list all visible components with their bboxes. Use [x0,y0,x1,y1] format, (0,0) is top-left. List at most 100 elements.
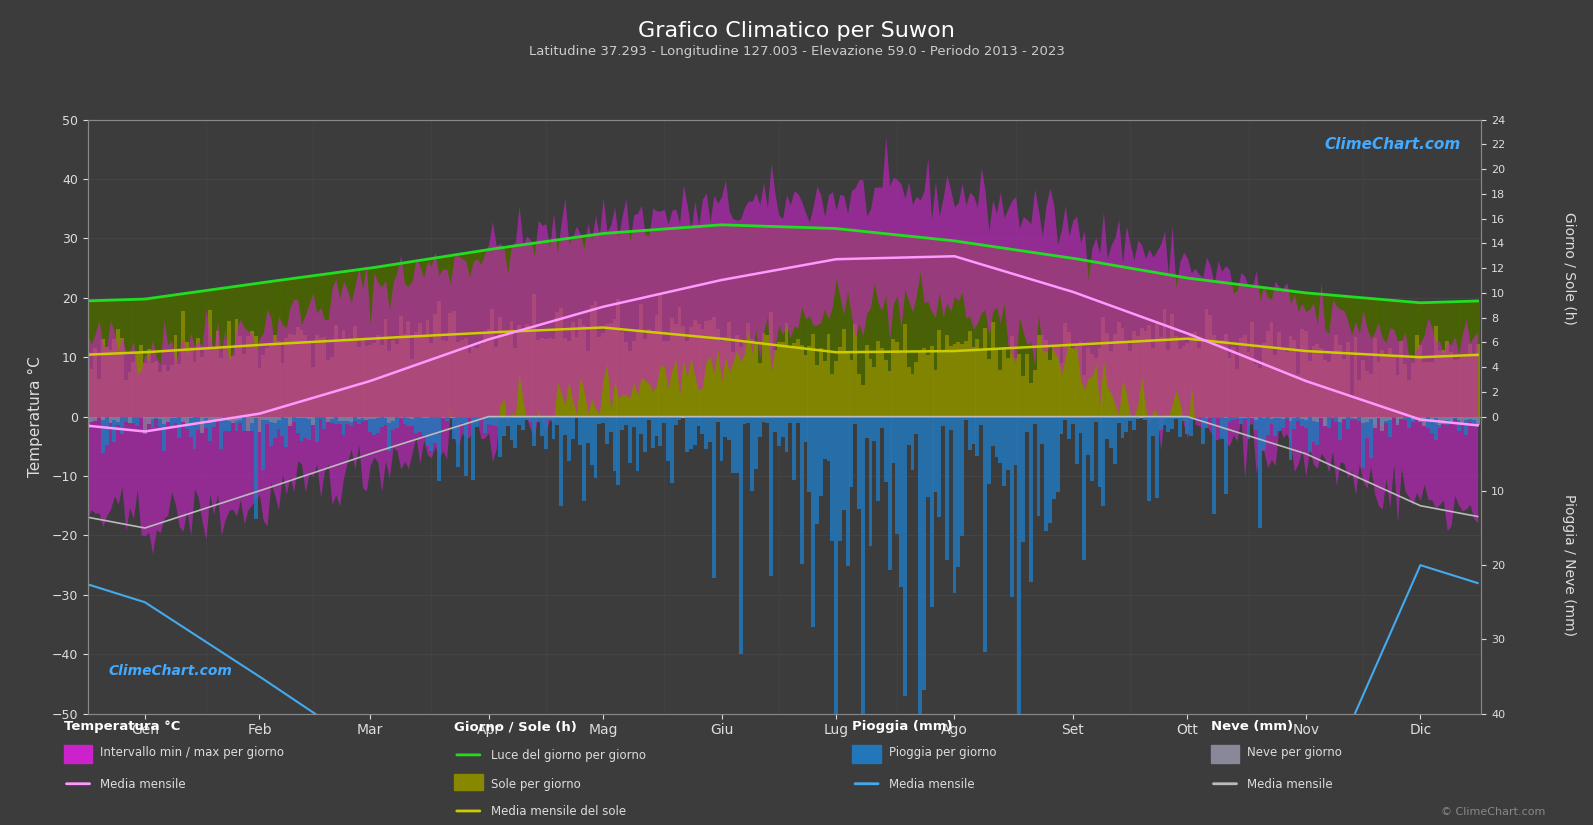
Bar [1171,314,1174,417]
Bar [299,330,303,417]
Bar [1354,337,1357,417]
Bar [441,340,444,417]
Text: Media mensile: Media mensile [889,778,975,791]
Bar [226,417,231,431]
Bar [239,285,242,417]
Text: Giorno / Sole (h): Giorno / Sole (h) [1563,212,1575,324]
Bar [258,283,261,417]
Bar [784,417,789,452]
Bar [570,417,575,439]
Bar [666,229,671,417]
Bar [1128,417,1133,422]
Bar [135,299,139,417]
Bar [1289,417,1292,460]
Bar [830,417,835,541]
Bar [1075,417,1078,464]
Text: Pioggia (mm): Pioggia (mm) [852,720,953,733]
Bar [1297,292,1300,417]
Bar [368,417,373,419]
Bar [1204,417,1209,428]
Bar [360,337,365,417]
Bar [486,329,491,417]
Bar [406,417,411,426]
Bar [1395,417,1399,423]
Bar [685,228,690,417]
Bar [1144,332,1147,417]
Bar [338,417,341,425]
Bar [234,319,239,417]
Bar [1155,273,1158,417]
Bar [1166,417,1171,432]
Bar [1193,279,1196,417]
Bar [1002,417,1007,486]
Bar [761,417,766,422]
Bar [86,417,89,420]
Bar [1341,417,1346,419]
Bar [411,359,414,417]
Bar [223,288,228,417]
Bar [196,291,201,417]
Bar [543,417,548,450]
Bar [354,417,357,421]
Bar [135,352,139,417]
Bar [674,417,677,425]
Bar [620,232,624,417]
Bar [460,417,464,423]
Bar [540,417,543,436]
Bar [914,417,918,434]
Bar [1319,295,1324,417]
Bar [835,361,838,417]
Bar [1469,417,1472,419]
Bar [288,417,292,424]
Bar [341,417,346,422]
Bar [392,417,395,430]
Bar [303,277,307,417]
Bar [1327,295,1330,417]
Bar [811,417,816,628]
Bar [575,337,578,417]
Bar [562,337,567,417]
Bar [811,333,816,417]
Bar [578,319,581,417]
Bar [841,229,846,417]
Bar [1300,417,1305,419]
Bar [1196,348,1201,417]
Bar [601,233,605,417]
Bar [139,417,143,418]
Bar [264,417,269,420]
Bar [94,417,97,422]
Bar [162,296,166,417]
Bar [1059,257,1064,417]
Bar [335,325,338,417]
Bar [201,291,204,417]
Bar [182,417,185,422]
Bar [956,242,961,417]
Bar [1101,263,1106,417]
Bar [761,226,766,417]
Bar [1407,380,1411,417]
Bar [174,295,177,417]
Bar [185,417,190,424]
Bar [1166,275,1171,417]
Bar [422,417,425,418]
Bar [941,417,945,427]
Bar [387,351,392,417]
Bar [865,346,868,417]
Bar [753,226,758,417]
Bar [1415,417,1418,420]
Bar [1445,341,1450,417]
Bar [272,417,277,422]
Bar [1335,417,1338,422]
Bar [226,417,231,421]
Bar [860,384,865,417]
Bar [1139,270,1144,417]
Bar [1305,331,1308,417]
Bar [280,417,284,436]
Bar [624,417,628,425]
Bar [335,273,338,417]
Bar [1114,266,1117,417]
Bar [532,417,537,446]
Bar [414,332,417,417]
Bar [789,227,792,417]
Bar [204,417,209,428]
